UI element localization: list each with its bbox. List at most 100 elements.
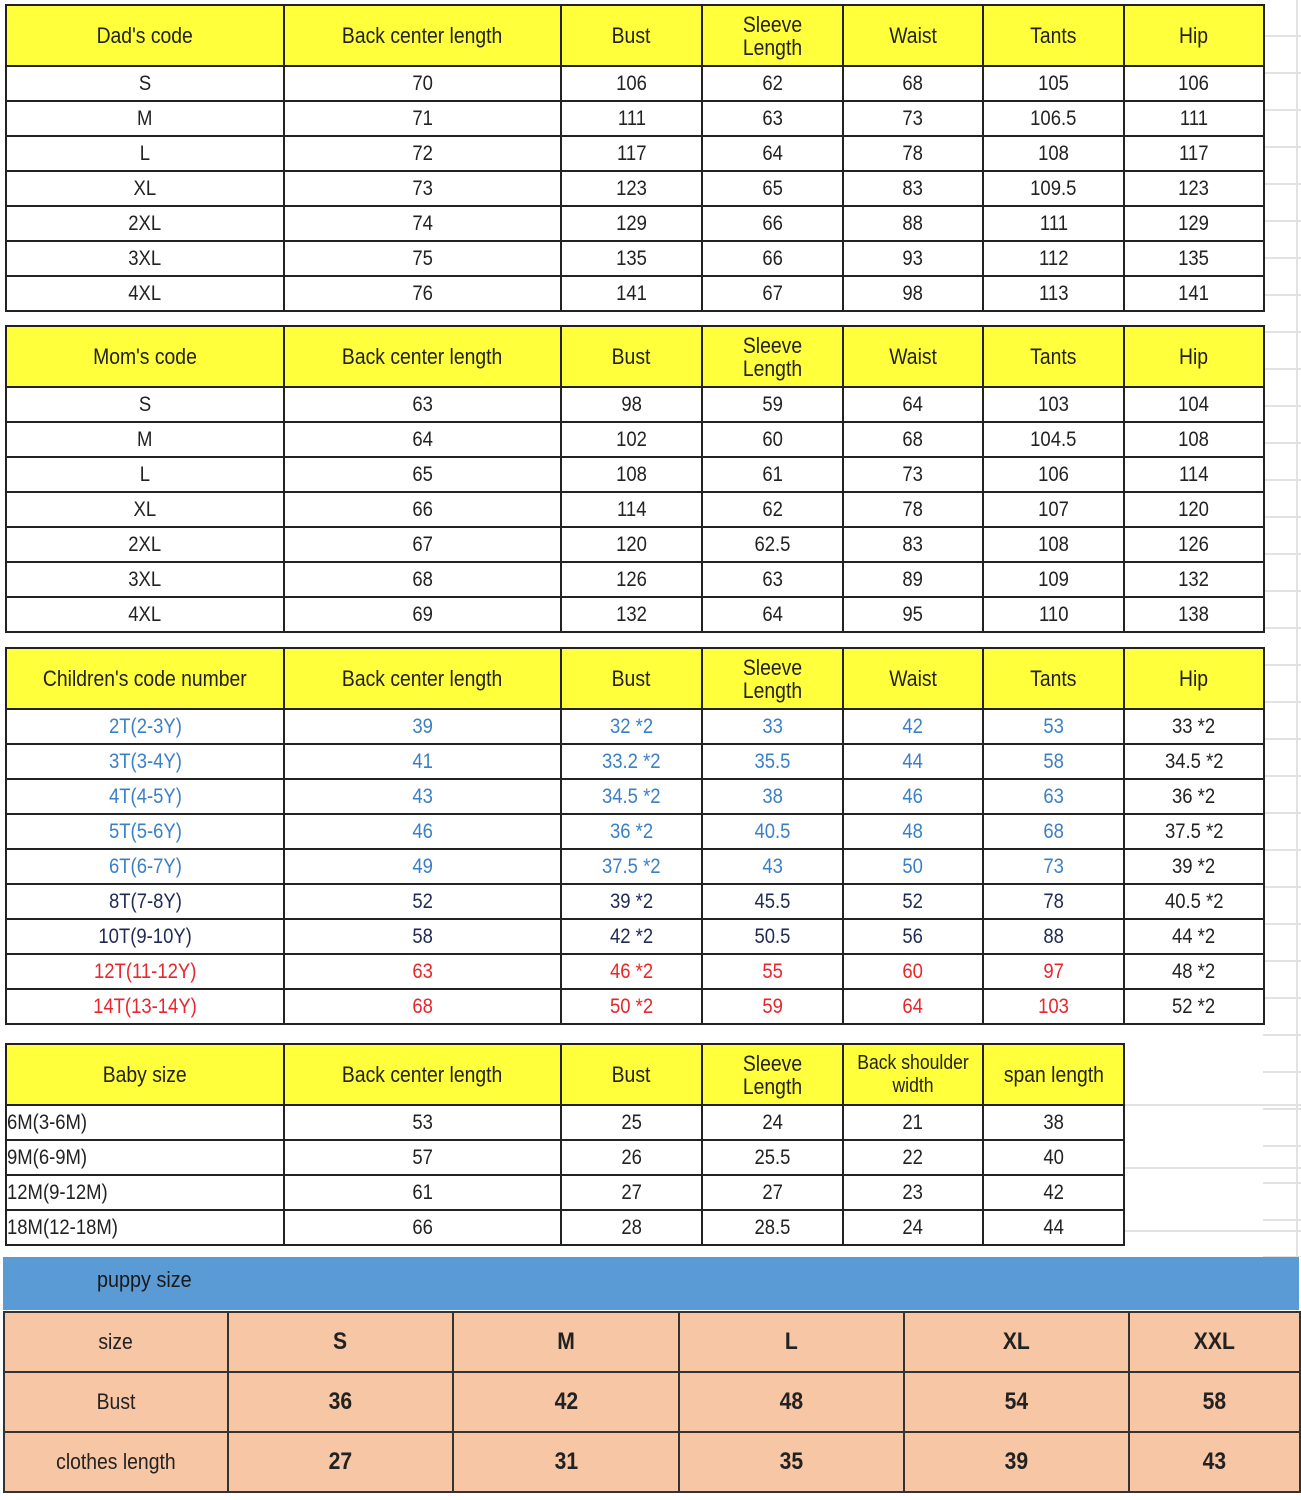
table-cell: 59 [701,386,844,423]
table-cell: 73 [283,170,562,207]
table-cell: L [5,456,285,493]
table-cell: 78 [842,135,984,172]
table-cell: XL [5,491,285,528]
baby-size-table: Baby size Back center length Bust Sleeve Le… [5,1043,1125,1246]
table-cell: 114 [560,491,703,528]
table-cell: 21 [842,1104,984,1141]
column-header-label: Sleeve Length [742,654,803,703]
table-cell: 42 [842,708,984,745]
table-cell: 25 [560,1104,703,1141]
cell-value: 78 [902,497,924,521]
table-cell: 14T(13-14Y) [5,988,285,1025]
cell-value: 71 [412,106,433,130]
cell-value: 103 [1038,392,1069,416]
cell-value: 58 [1043,749,1064,773]
table-cell: 26 [560,1139,703,1176]
table-cell: 106 [982,456,1125,493]
column-header-label: Tants [1030,666,1077,691]
cell-value: 98 [621,392,642,416]
column-header-label: Bust [612,23,651,48]
cell-value: M [137,106,153,130]
table-cell: 50 *2 [560,988,703,1025]
cell-value: XL [1002,1328,1030,1355]
cell-value: 61 [762,462,783,486]
table-cell: 43 [701,848,844,885]
column-header: Sleeve Length [701,1043,844,1106]
table-cell: 37.5 *2 [1123,813,1265,850]
table-row: 6T(6-7Y) 49 37.5 *2 43 50 73 39 *2 [5,848,1265,885]
table-cell: 56 [842,918,984,955]
cell-value: 48 [902,819,924,843]
cell-value: 60 [902,959,924,983]
cell-value: 39 *2 [1172,854,1216,878]
table-cell: 40.5 *2 [1123,883,1265,920]
table-cell: 66 [701,205,844,242]
table-cell: 135 [1123,240,1265,277]
table-row: S 63 98 59 64 103 104 [5,386,1265,423]
cell-value: 38 [1043,1110,1064,1134]
table-cell: 64 [283,421,562,458]
cell-value: 108 [1038,532,1069,556]
puppy-cell: 43 [1128,1431,1301,1493]
cell-value: 36 *2 [1172,784,1216,808]
table-cell: 40 [982,1139,1125,1176]
cell-value: 42 [1043,1180,1064,1204]
cell-value: 67 [762,281,783,305]
column-header-label: Waist [889,344,937,369]
table-row: 4T(4-5Y) 43 34.5 *2 38 46 63 36 *2 [5,778,1265,815]
table-row: 2XL 74 129 66 88 111 129 [5,205,1265,242]
table-cell: 102 [560,421,703,458]
column-header-label: Sleeve Length [742,11,803,60]
cell-value: S [138,392,152,416]
table-cell: 83 [842,170,984,207]
cell-value: 62 [762,71,783,95]
cell-value: 108 [1038,141,1069,165]
table-cell: 63 [283,386,562,423]
table-cell: 52 [842,883,984,920]
table-cell: 64 [701,596,844,633]
cell-value: 46 [902,784,924,808]
cell-value: 141 [616,281,647,305]
table-cell: 24 [701,1104,844,1141]
table-cell: 112 [982,240,1125,277]
column-header: Hip [1123,4,1265,67]
column-header-label: Baby size [103,1062,187,1087]
table-cell: 39 *2 [560,883,703,920]
cell-value: 97 [1043,959,1064,983]
cell-value: 9M(6-9M) [7,1145,88,1169]
cell-value: 40.5 *2 [1164,889,1224,913]
table-cell: 106 [1123,65,1265,102]
cell-value: 42 [902,714,924,738]
table-cell: 110 [982,596,1125,633]
cell-value: 53 [412,1110,433,1134]
cell-value: 42 *2 [609,924,654,948]
puppy-cell: 42 [452,1371,680,1433]
cell-value: L [139,462,151,486]
table-cell: 111 [1123,100,1265,137]
table-cell: 68 [283,561,562,598]
table-row: 9M(6-9M) 57 26 25.5 22 40 [5,1139,1125,1176]
cell-value: XXL [1193,1328,1236,1355]
cell-value: 64 [902,392,924,416]
table-cell: 123 [560,170,703,207]
cell-value: 66 [762,246,783,270]
table-cell: 73 [982,848,1125,885]
header-row: Children's code number Back center length… [5,647,1265,710]
table-cell: 68 [982,813,1125,850]
table-cell: 22 [842,1139,984,1176]
cell-value: L [785,1328,798,1355]
table-cell: 25.5 [701,1139,844,1176]
table-cell: 55 [701,953,844,990]
puppy-cell: XL [903,1311,1130,1373]
table-row: 3XL 75 135 66 93 112 135 [5,240,1265,277]
table-cell: 18M(12-18M) [5,1209,285,1246]
column-header-label: Dad's code [96,23,194,48]
puppy-cell: 58 [1128,1371,1301,1433]
cell-value: 83 [902,176,924,200]
table-cell: 114 [1123,456,1265,493]
cell-value: 129 [616,211,647,235]
table-row: 4XL 69 132 64 95 110 138 [5,596,1265,633]
table-cell: 106.5 [982,100,1125,137]
cell-value: 38 [762,784,783,808]
cell-value: 50.5 [754,924,791,948]
